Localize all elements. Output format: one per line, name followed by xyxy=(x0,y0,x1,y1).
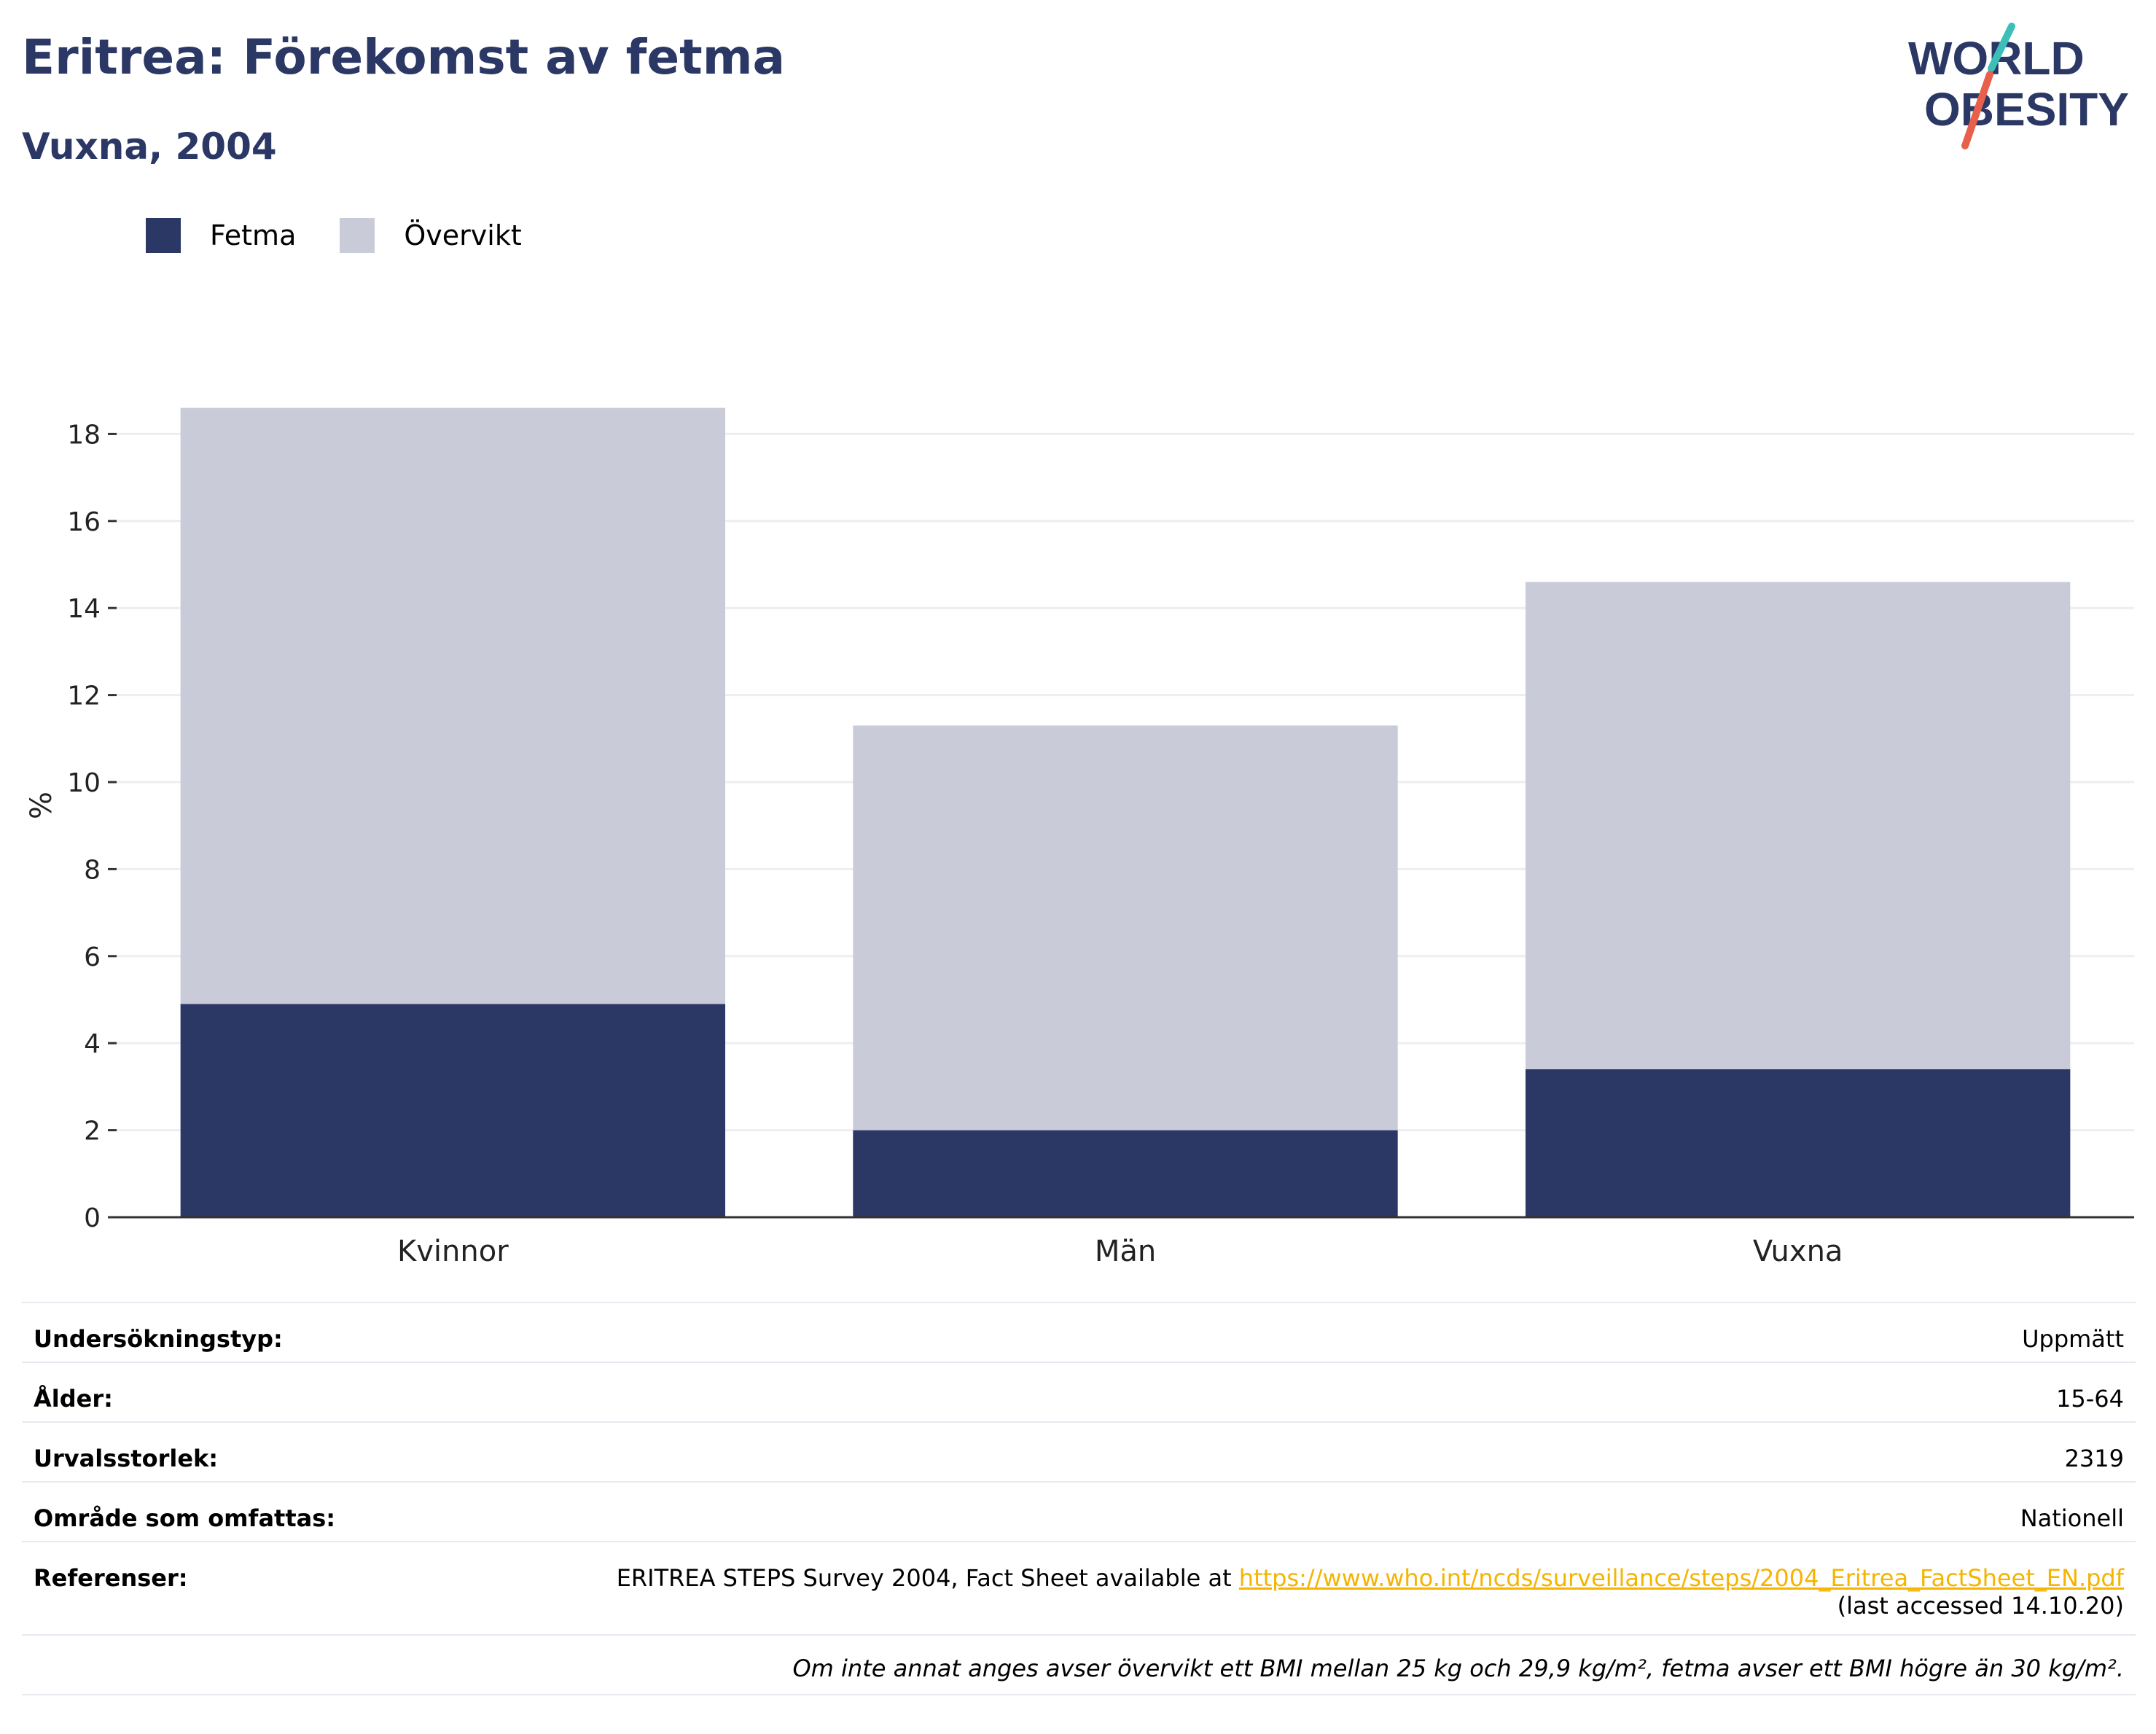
table-row-note: Om inte annat anges avser övervikt ett B… xyxy=(22,1634,2136,1695)
y-tick-label: 2 xyxy=(84,1117,101,1147)
bar--vervikt-vuxna xyxy=(1525,582,2071,1070)
logo-slash-coral xyxy=(1961,71,1993,149)
x-tick-label: Män xyxy=(1095,1235,1156,1268)
y-tick-label: 8 xyxy=(84,855,101,885)
reference-link[interactable]: https://www.who.int/ncds/surveillance/st… xyxy=(1238,1564,2124,1592)
meta-key: Undersökningstyp: xyxy=(22,1302,392,1362)
meta-value-references: ERITREA STEPS Survey 2004, Fact Sheet av… xyxy=(392,1541,2136,1635)
table-row: Undersökningstyp: Uppmätt xyxy=(22,1302,2136,1362)
table-row: Ålder: 15-64 xyxy=(22,1362,2136,1422)
bar-fetma-m-n xyxy=(853,1130,1398,1217)
logo-word-obesity: OBESITY xyxy=(1924,83,2129,136)
x-tick-label: Kvinnor xyxy=(397,1235,509,1268)
chart-title: Eritrea: Förekomst av fetma xyxy=(22,29,786,85)
meta-value: Nationell xyxy=(392,1481,2136,1542)
logo-slash-teal xyxy=(1988,23,2015,72)
bar--vervikt-kvinnor xyxy=(180,407,726,1004)
reference-accessed: (last accessed 14.10.20) xyxy=(1837,1592,2124,1620)
legend-item-overvikt[interactable]: Övervikt xyxy=(340,218,522,253)
y-tick-label: 10 xyxy=(67,768,101,798)
reference-text: ERITREA STEPS Survey 2004, Fact Sheet av… xyxy=(616,1564,1232,1592)
meta-key: Ålder: xyxy=(22,1362,392,1422)
y-tick-label: 0 xyxy=(84,1203,101,1233)
legend-label-overvikt: Övervikt xyxy=(404,219,522,251)
stacked-bar-chart: 0 2 4 6 8 10 12 14 16 18% Kvinnor Män Vuxna xyxy=(25,407,2134,1268)
meta-key: Område som omfattas: xyxy=(22,1481,392,1542)
legend-swatch-overvikt xyxy=(340,218,375,253)
y-axis-label: % xyxy=(25,792,58,819)
meta-value: 15-64 xyxy=(392,1362,2136,1422)
table-row: Urvalsstorlek: 2319 xyxy=(22,1421,2136,1482)
bar-fetma-kvinnor xyxy=(180,1004,726,1217)
bar--vervikt-m-n xyxy=(853,725,1398,1130)
legend-label-fetma: Fetma xyxy=(210,219,297,251)
chart-legend: Fetma Övervikt xyxy=(146,216,566,255)
meta-value: 2319 xyxy=(392,1421,2136,1482)
world-obesity-logo: WORLD OBESITY xyxy=(1908,23,2129,149)
legend-item-fetma[interactable]: Fetma xyxy=(146,218,296,253)
y-tick-label: 16 xyxy=(67,507,101,537)
table-row: Område som omfattas: Nationell xyxy=(22,1481,2136,1542)
chart-subtitle: Vuxna, 2004 xyxy=(22,125,277,168)
y-tick-label: 4 xyxy=(84,1029,101,1059)
legend-swatch-fetma xyxy=(146,218,181,253)
meta-key: Referenser: xyxy=(22,1541,392,1635)
y-tick-label: 14 xyxy=(67,594,101,624)
definition-note: Om inte annat anges avser övervikt ett B… xyxy=(22,1634,2136,1695)
x-tick-label: Vuxna xyxy=(1753,1235,1843,1268)
y-tick-label: 18 xyxy=(67,420,101,450)
survey-metadata-table: Undersökningstyp: Uppmätt Ålder: 15-64 U… xyxy=(22,1302,2136,1695)
bar-fetma-vuxna xyxy=(1525,1069,2071,1217)
table-row-references: Referenser: ERITREA STEPS Survey 2004, F… xyxy=(22,1541,2136,1635)
meta-value: Uppmätt xyxy=(392,1302,2136,1362)
y-tick-label: 12 xyxy=(67,682,101,711)
y-tick-label: 6 xyxy=(84,942,101,972)
meta-key: Urvalsstorlek: xyxy=(22,1421,392,1482)
